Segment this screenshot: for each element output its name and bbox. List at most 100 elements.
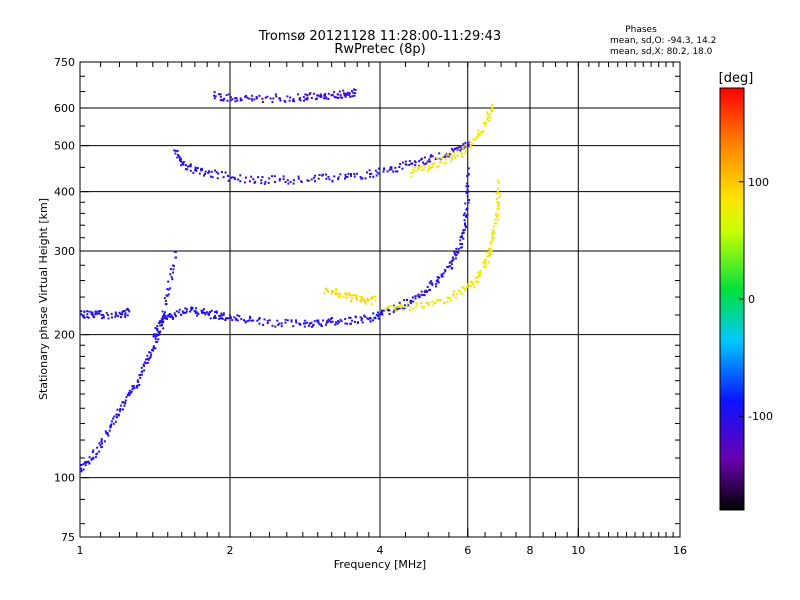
data-point bbox=[414, 169, 417, 172]
data-point bbox=[497, 214, 500, 217]
data-point bbox=[149, 356, 152, 359]
data-point bbox=[344, 177, 346, 180]
data-point bbox=[226, 317, 229, 320]
data-point bbox=[421, 306, 424, 309]
data-point bbox=[220, 312, 223, 315]
data-point bbox=[152, 345, 155, 348]
data-point bbox=[489, 252, 491, 255]
data-point bbox=[155, 333, 158, 336]
data-point bbox=[464, 224, 467, 226]
data-point bbox=[336, 93, 339, 96]
data-point bbox=[386, 170, 389, 173]
data-point bbox=[154, 347, 157, 350]
data-point bbox=[325, 96, 328, 99]
data-point bbox=[318, 323, 321, 326]
y-tick-label: 200 bbox=[54, 329, 75, 342]
data-point bbox=[455, 147, 458, 150]
data-point bbox=[476, 135, 479, 138]
data-point bbox=[420, 305, 423, 308]
data-point bbox=[479, 271, 482, 274]
data-point bbox=[295, 321, 298, 324]
data-point bbox=[203, 308, 205, 311]
data-point bbox=[454, 156, 457, 159]
data-point bbox=[126, 314, 129, 317]
data-point bbox=[444, 156, 447, 158]
data-point bbox=[353, 88, 355, 91]
data-point bbox=[466, 182, 469, 185]
data-point bbox=[233, 316, 236, 319]
data-point bbox=[304, 322, 307, 325]
data-point bbox=[83, 316, 86, 319]
data-point bbox=[260, 182, 263, 185]
data-point bbox=[410, 172, 413, 174]
data-point bbox=[121, 312, 124, 315]
data-point bbox=[164, 314, 167, 317]
data-point bbox=[486, 111, 489, 114]
data-point bbox=[124, 314, 127, 317]
data-point bbox=[484, 259, 487, 261]
data-point bbox=[176, 150, 179, 153]
data-point bbox=[426, 169, 429, 172]
data-point bbox=[98, 312, 101, 315]
data-point bbox=[306, 94, 309, 97]
data-point bbox=[330, 317, 332, 320]
data-point bbox=[474, 280, 477, 283]
data-point bbox=[496, 207, 499, 210]
data-point bbox=[354, 89, 357, 91]
data-point bbox=[403, 304, 406, 307]
data-point bbox=[432, 304, 435, 307]
data-point bbox=[80, 313, 82, 316]
data-point bbox=[255, 97, 258, 100]
data-point bbox=[442, 272, 445, 275]
data-point bbox=[183, 311, 186, 314]
data-point bbox=[403, 307, 406, 310]
data-point bbox=[331, 317, 334, 319]
data-point bbox=[171, 278, 174, 281]
data-point bbox=[277, 323, 280, 326]
data-point bbox=[465, 215, 467, 218]
data-point bbox=[203, 174, 205, 177]
data-point bbox=[335, 287, 337, 290]
data-point bbox=[450, 263, 453, 266]
data-point bbox=[355, 298, 358, 301]
data-point bbox=[428, 302, 431, 305]
data-point bbox=[325, 288, 328, 291]
data-point bbox=[367, 299, 370, 302]
y-tick-label: 300 bbox=[54, 245, 75, 258]
data-point bbox=[284, 318, 287, 321]
data-point bbox=[299, 323, 302, 326]
data-point bbox=[352, 91, 355, 94]
data-point bbox=[207, 313, 210, 316]
data-point bbox=[178, 156, 181, 159]
data-point bbox=[297, 175, 300, 178]
data-point bbox=[497, 203, 500, 206]
data-point bbox=[350, 322, 352, 325]
data-point bbox=[99, 310, 102, 312]
data-point bbox=[449, 299, 452, 302]
data-point bbox=[451, 157, 454, 160]
data-point bbox=[363, 314, 366, 317]
data-point bbox=[465, 207, 468, 210]
data-point bbox=[353, 172, 356, 175]
data-point bbox=[479, 269, 482, 272]
data-point bbox=[119, 404, 122, 407]
data-point bbox=[451, 259, 454, 262]
data-point bbox=[390, 168, 393, 171]
data-point bbox=[377, 317, 380, 320]
data-point bbox=[403, 299, 406, 302]
data-point bbox=[197, 313, 200, 315]
data-point bbox=[174, 152, 177, 155]
data-point bbox=[142, 363, 145, 366]
data-point bbox=[348, 94, 351, 97]
data-point bbox=[249, 317, 252, 319]
data-point bbox=[292, 325, 295, 328]
data-point bbox=[240, 98, 243, 101]
data-point bbox=[471, 143, 474, 146]
data-point bbox=[355, 296, 358, 298]
data-point bbox=[459, 242, 462, 245]
data-point bbox=[210, 170, 213, 173]
data-point bbox=[297, 93, 299, 96]
data-point bbox=[307, 179, 310, 182]
data-point bbox=[159, 321, 162, 324]
data-point bbox=[269, 97, 272, 100]
